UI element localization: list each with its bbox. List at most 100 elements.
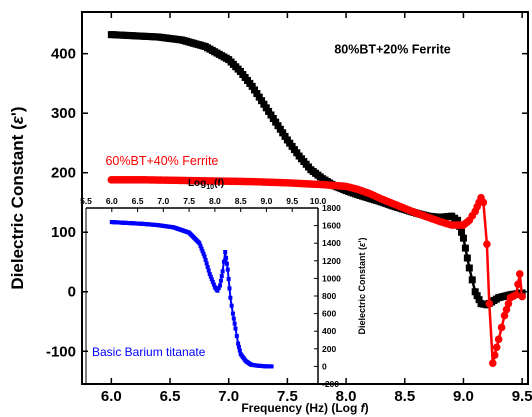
data-point	[483, 240, 491, 248]
data-point	[454, 216, 462, 224]
y-axis-label-suffix: ')	[8, 106, 27, 116]
inset-y-tick-label: 200	[322, 344, 336, 354]
data-point	[253, 90, 261, 98]
data-point	[479, 198, 488, 207]
data-point	[274, 122, 282, 130]
y-tick-label: -100	[46, 343, 76, 360]
inset-x-axis-label-sub: 10	[206, 184, 214, 191]
data-point	[267, 111, 275, 119]
inset-plot-data	[109, 220, 274, 369]
data-point	[228, 295, 233, 300]
data-point	[229, 303, 234, 308]
chart-labels: Frequency (Hz) (Log f) Dielectric Constan…	[8, 43, 451, 415]
inset-axes: 5.5 6.0 6.5 7.0 7.5 8.0 8.5 9.0 9.5 10.0 -200 0 200 4…	[80, 196, 341, 389]
series-annotation: 60%BT+40% Ferrite	[105, 154, 218, 168]
data-point	[223, 250, 228, 254]
x-axis-label: Frequency (Hz) (Log f)	[241, 401, 368, 415]
inset-y-tick-label: 1200	[322, 256, 341, 266]
data-point	[269, 364, 274, 369]
data-point	[281, 132, 289, 140]
data-point	[504, 299, 513, 308]
data-point	[514, 280, 522, 289]
x-axis-label-text: Frequency (Hz) (Log	[241, 401, 360, 415]
data-point	[473, 292, 481, 300]
inset-x-axis-label-suffix: (f)	[214, 178, 224, 189]
data-point	[209, 277, 214, 282]
data-point	[224, 261, 229, 266]
data-point	[457, 228, 465, 236]
inset-x-tick-label: 8.0	[209, 196, 221, 206]
data-point	[276, 125, 284, 133]
y-axis-label-italic: ε	[8, 115, 27, 124]
y-tick-label: 300	[51, 105, 76, 122]
inset-x-tick-label: 5.5	[80, 196, 92, 206]
data-point	[206, 268, 211, 273]
inset-x-tick-label: 7.5	[183, 196, 195, 206]
x-tick-label: 7.0	[218, 388, 239, 405]
data-point	[518, 292, 526, 301]
data-point	[218, 283, 223, 288]
y-tick-label: 100	[51, 224, 76, 241]
y-axis-label-text: Dielectric Constant (	[8, 124, 27, 290]
data-point	[227, 286, 232, 291]
x-tick-label: 8.0	[336, 388, 357, 405]
inset-y-tick-label: 800	[322, 291, 336, 301]
data-point	[248, 82, 256, 90]
data-point	[204, 261, 209, 266]
inset-y-tick-label: 1400	[322, 238, 341, 248]
data-point	[279, 129, 287, 137]
main-plot-frame	[81, 11, 529, 385]
inset-background	[80, 208, 318, 384]
x-tick-label: 6.5	[160, 388, 181, 405]
data-point	[236, 341, 241, 346]
data-point	[236, 345, 241, 350]
data-point	[231, 316, 236, 321]
data-point	[471, 288, 479, 296]
data-point	[198, 243, 203, 248]
y-tick-label: 0	[68, 284, 76, 301]
data-point	[237, 348, 242, 353]
inset-y-tick-label: 1000	[322, 273, 341, 283]
inset-x-tick-label: 8.5	[235, 196, 247, 206]
data-point	[500, 311, 509, 320]
data-point	[494, 335, 503, 344]
data-point	[512, 290, 521, 299]
data-point	[272, 118, 280, 126]
x-tick-label: 8.5	[394, 388, 415, 405]
data-point	[232, 321, 237, 326]
data-point	[260, 100, 268, 108]
data-point	[502, 305, 511, 314]
data-point	[203, 257, 208, 262]
series-red	[107, 176, 526, 367]
inset-series-label: Basic Barium titanate	[92, 345, 206, 359]
inset-y-axis-label-text: Dielectric Constant (	[357, 247, 367, 335]
data-point	[234, 334, 239, 339]
inset-y-tick-label: 0	[322, 361, 327, 371]
data-point	[459, 234, 467, 242]
series-annotation: 80%BT+20% Ferrite	[334, 43, 450, 57]
data-point	[488, 359, 497, 367]
y-tick-label: 200	[51, 165, 76, 182]
x-tick-label: 9.5	[512, 388, 532, 405]
inset-x-tick-label: 6.0	[106, 196, 118, 206]
data-point	[220, 269, 225, 274]
data-point	[461, 244, 469, 252]
inset-x-tick-label: 7.0	[157, 196, 169, 206]
data-point	[258, 97, 266, 105]
x-axis-label-suffix: )	[365, 401, 369, 415]
data-point	[201, 251, 206, 256]
data-point	[205, 264, 210, 269]
data-point	[226, 276, 231, 281]
data-point	[216, 286, 221, 291]
inset-y-axis-label-suffix: ')	[357, 238, 367, 243]
data-point	[200, 249, 205, 254]
inset-x-tick-label: 6.5	[132, 196, 144, 206]
data-point	[197, 241, 202, 246]
data-point	[463, 254, 471, 262]
inset-x-tick-label: 10.0	[310, 196, 327, 206]
data-point	[251, 86, 259, 94]
inset-x-axis-label: Log10(f)	[188, 178, 224, 191]
data-point	[202, 254, 207, 259]
inset-y-tick-label: 1600	[322, 221, 341, 231]
